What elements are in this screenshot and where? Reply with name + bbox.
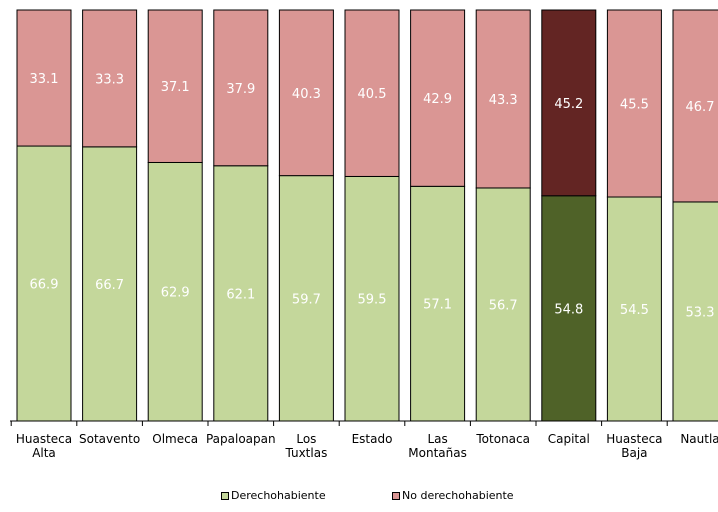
x-tick-label-los-tuxtlas: Los Tuxtlas	[284, 432, 327, 460]
x-tick-label-las-montanas: Las Montañas	[408, 432, 467, 460]
x-tick-label-sotavento: Sotavento	[79, 432, 140, 446]
legend-label-derechohabiente: Derechohabiente	[231, 489, 326, 502]
data-label-no-derechohabiente-sotavento: 33.3	[95, 72, 124, 87]
legend-item-derechohabiente: Derechohabiente	[221, 489, 326, 502]
bar-derechohabiente-estado	[344, 175, 400, 422]
x-tick-label-huasteca-baja: Huasteca Baja	[606, 432, 662, 460]
bar-derechohabiente-huasteca-alta	[16, 145, 72, 422]
x-tick-label-totonaca: Totonaca	[475, 432, 530, 446]
bar-derechohabiente-las-montanas	[410, 185, 466, 422]
data-label-no-derechohabiente-olmeca: 37.1	[161, 80, 190, 95]
legend-item-no-derechohabiente: No derechohabiente	[392, 489, 514, 502]
data-label-derechohabiente-sotavento: 66.7	[95, 278, 124, 293]
x-axis-labels: Huasteca Alta Sotavento Olmeca Papaloapan Los…	[16, 432, 718, 460]
bar-no-derechohabiente-nautla	[672, 9, 718, 203]
data-label-derechohabiente-nautla: 53.3	[686, 305, 715, 320]
bar-no-derechohabiente-las-montanas	[410, 9, 466, 187]
x-tick-label-papaloapan: Papaloapan	[206, 432, 276, 446]
x-axis-ticks	[10, 421, 668, 426]
bar-no-derechohabiente-olmeca	[147, 9, 203, 163]
bar-derechohabiente-huasteca-baja	[606, 196, 662, 422]
data-label-derechohabiente-huasteca-alta: 66.9	[30, 278, 59, 293]
x-tick-label-huasteca-alta: Huasteca Alta	[16, 432, 72, 460]
data-label-derechohabiente-olmeca: 62.9	[161, 286, 190, 301]
data-label-derechohabiente-capital: 54.8	[554, 302, 583, 317]
data-label-derechohabiente-papaloapan: 62.1	[226, 287, 255, 302]
data-label-no-derechohabiente-capital: 45.2	[554, 97, 583, 112]
x-tick-label-nautla: Nautla	[680, 432, 718, 446]
value-labels-group: 66.9 33.1 66.7 33.3 62.9 37.1 62.1 37.9 59.7 40.3…	[30, 72, 715, 320]
bar-derechohabiente-capital	[541, 195, 597, 422]
data-label-derechohabiente-los-tuxtlas: 59.7	[292, 292, 321, 307]
bar-no-derechohabiente-estado	[344, 9, 400, 177]
data-label-no-derechohabiente-papaloapan: 37.9	[226, 82, 255, 97]
data-label-no-derechohabiente-nautla: 46.7	[686, 100, 715, 115]
data-label-derechohabiente-las-montanas: 57.1	[423, 298, 452, 313]
data-label-no-derechohabiente-huasteca-baja: 45.5	[620, 98, 649, 113]
bar-no-derechohabiente-huasteca-alta	[16, 9, 72, 147]
x-tick-label-estado: Estado	[352, 432, 393, 446]
data-label-no-derechohabiente-estado: 40.5	[358, 87, 387, 102]
legend-swatch-derechohabiente	[221, 491, 229, 500]
legend-label-no-derechohabiente: No derechohabiente	[402, 489, 514, 502]
data-label-no-derechohabiente-los-tuxtlas: 40.3	[292, 87, 321, 102]
legend-swatch-no-derechohabiente	[392, 491, 400, 500]
bar-no-derechohabiente-capital	[541, 9, 597, 197]
data-label-no-derechohabiente-totonaca: 43.3	[489, 93, 518, 108]
bar-derechohabiente-nautla	[672, 201, 718, 422]
bar-no-derechohabiente-huasteca-baja	[606, 9, 662, 198]
data-label-derechohabiente-estado: 59.5	[358, 293, 387, 308]
data-label-no-derechohabiente-las-montanas: 42.9	[423, 92, 452, 107]
data-label-derechohabiente-huasteca-baja: 54.5	[620, 303, 649, 318]
bar-no-derechohabiente-sotavento	[82, 9, 138, 148]
bar-no-derechohabiente-totonaca	[475, 9, 531, 189]
bar-no-derechohabiente-los-tuxtlas	[278, 9, 334, 177]
bars-group	[16, 9, 718, 422]
x-tick-label-olmeca: Olmeca	[152, 432, 198, 446]
bar-no-derechohabiente-papaloapan	[213, 9, 269, 167]
x-tick-label-capital: Capital	[548, 432, 590, 446]
bar-derechohabiente-olmeca	[147, 161, 203, 422]
data-label-no-derechohabiente-huasteca-alta: 33.1	[30, 72, 59, 87]
data-label-derechohabiente-totonaca: 56.7	[489, 298, 518, 313]
legend: Derechohabiente No derechohabiente	[0, 489, 718, 507]
bar-derechohabiente-totonaca	[475, 187, 531, 422]
